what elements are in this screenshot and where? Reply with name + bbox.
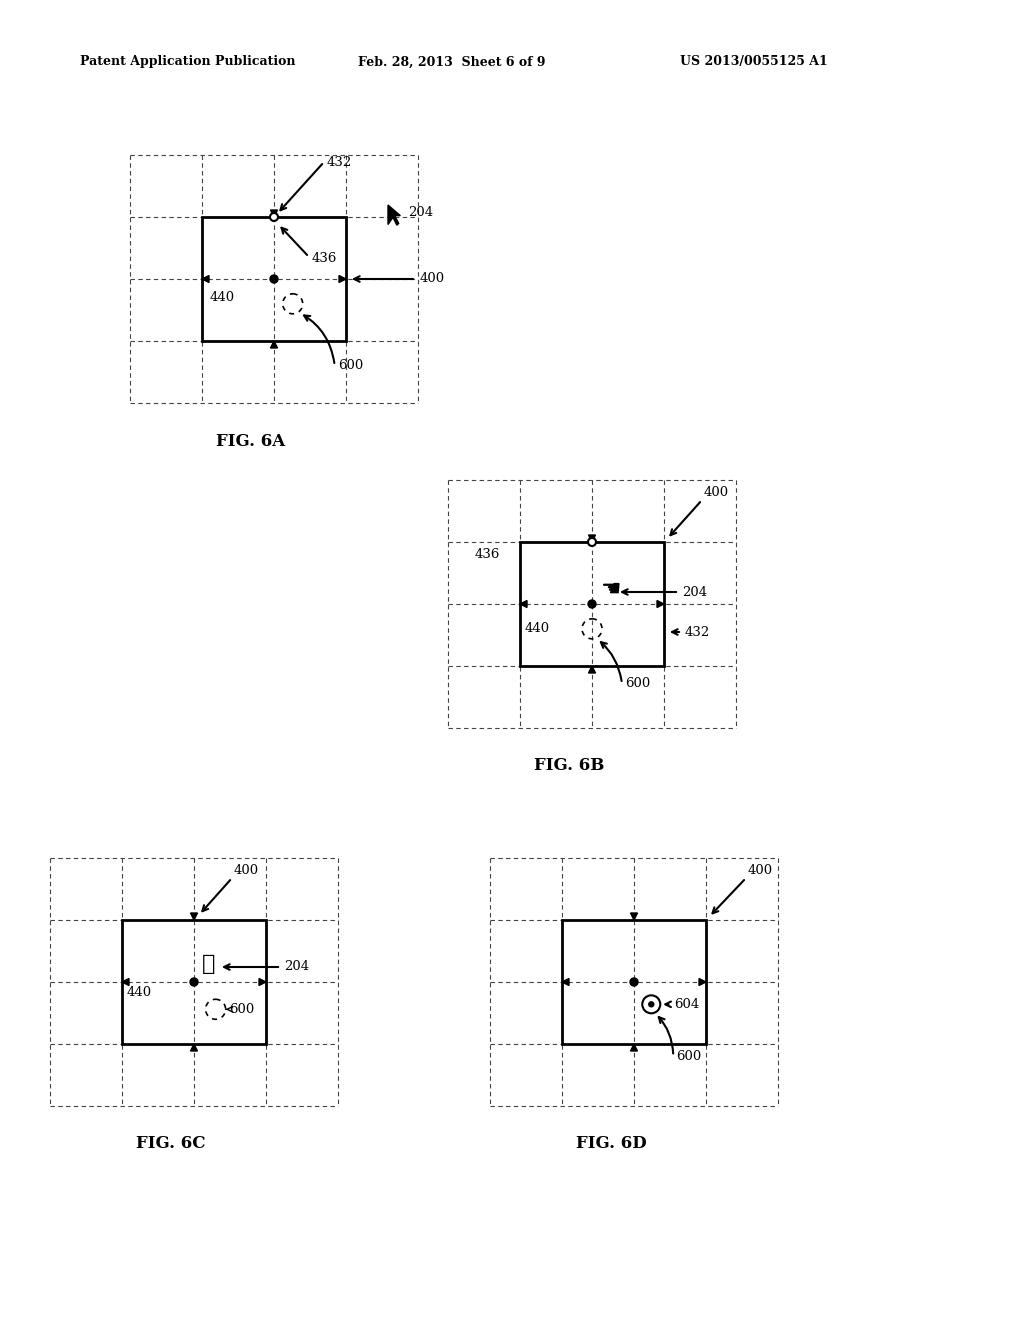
Circle shape [630, 978, 638, 986]
Text: 400: 400 [234, 863, 259, 876]
Text: FIG. 6B: FIG. 6B [534, 758, 604, 775]
Text: 204: 204 [408, 206, 433, 219]
Text: 440: 440 [127, 986, 153, 998]
Text: 400: 400 [705, 486, 729, 499]
Bar [122, 920, 266, 1044]
Text: US 2013/0055125 A1: US 2013/0055125 A1 [680, 55, 827, 69]
Text: 432: 432 [327, 156, 352, 169]
Text: 436: 436 [475, 548, 501, 561]
Text: 204: 204 [284, 961, 309, 974]
Text: 600: 600 [676, 1049, 701, 1063]
Polygon shape [520, 601, 527, 607]
Circle shape [190, 978, 198, 986]
Text: 204: 204 [682, 586, 708, 598]
Polygon shape [589, 535, 596, 543]
Circle shape [588, 601, 596, 609]
Text: 600: 600 [338, 359, 362, 372]
Text: FIG. 6A: FIG. 6A [216, 433, 286, 450]
Polygon shape [589, 667, 596, 673]
Text: 600: 600 [625, 677, 650, 690]
Polygon shape [122, 978, 129, 986]
Polygon shape [190, 1044, 198, 1051]
Polygon shape [657, 601, 664, 607]
Polygon shape [562, 978, 569, 986]
Text: 400: 400 [420, 272, 445, 285]
Polygon shape [631, 1044, 638, 1051]
Text: FIG. 6C: FIG. 6C [136, 1135, 206, 1152]
Text: Feb. 28, 2013  Sheet 6 of 9: Feb. 28, 2013 Sheet 6 of 9 [358, 55, 546, 69]
Bar [520, 543, 664, 667]
Polygon shape [339, 276, 346, 282]
Polygon shape [699, 978, 706, 986]
Text: 440: 440 [525, 622, 550, 635]
Text: 440: 440 [210, 292, 236, 304]
Text: ☚: ☚ [600, 578, 621, 601]
Bar [562, 920, 706, 1044]
Text: 432: 432 [685, 626, 711, 639]
Text: 436: 436 [312, 252, 337, 265]
Bar [202, 216, 346, 341]
Circle shape [588, 539, 596, 546]
Polygon shape [259, 978, 266, 986]
Text: 400: 400 [748, 863, 773, 876]
Polygon shape [190, 913, 198, 920]
Circle shape [270, 275, 278, 282]
Text: ✊: ✊ [203, 954, 216, 974]
Circle shape [649, 1002, 653, 1007]
Polygon shape [388, 205, 400, 226]
Polygon shape [631, 913, 638, 920]
Polygon shape [202, 276, 209, 282]
Circle shape [270, 213, 278, 220]
Text: 600: 600 [229, 1003, 255, 1016]
Text: 604: 604 [674, 998, 699, 1011]
Polygon shape [270, 210, 278, 216]
Text: Patent Application Publication: Patent Application Publication [80, 55, 296, 69]
Text: FIG. 6D: FIG. 6D [575, 1135, 646, 1152]
Polygon shape [270, 341, 278, 348]
